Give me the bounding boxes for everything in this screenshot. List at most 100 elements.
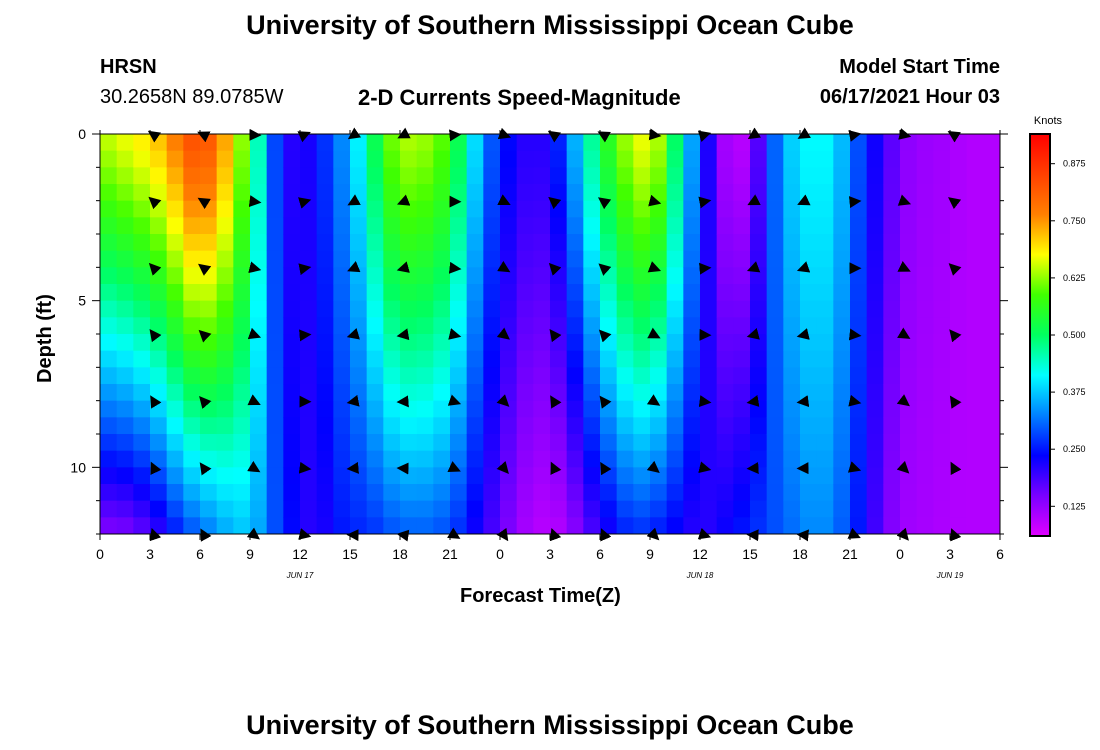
heatmap-cell [183,400,201,418]
heatmap-cell [450,167,468,185]
heatmap-cell [383,167,401,185]
heatmap-cell [716,384,734,402]
heatmap-cell [666,284,684,302]
heatmap-cell [783,384,801,402]
heatmap-cell [416,334,434,352]
heatmap-cell [533,517,551,535]
velocity-arrow [647,327,661,339]
velocity-arrow [150,461,162,476]
heatmap-cell [783,500,801,518]
heatmap-cell [866,200,884,218]
heatmap-cell [166,467,184,485]
heatmap-cell [966,134,984,152]
x-tick-label: 9 [246,546,254,562]
heatmap-cell [500,417,518,435]
heatmap-cell [650,450,668,468]
heatmap-cell [966,384,984,402]
heatmap-cell [816,434,834,452]
heatmap-cell [516,417,534,435]
heatmap-cell [566,234,584,252]
heatmap-cell [200,467,218,485]
heatmap-cell [583,267,601,285]
heatmap-cell [400,184,418,202]
heatmap-cell [766,467,784,485]
heatmap-cell [916,334,934,352]
heatmap-cell [100,334,118,352]
heatmap-cell [300,517,318,535]
heatmap-cell [116,517,134,535]
heatmap-cell [616,500,634,518]
y-tick-label: 5 [78,293,86,309]
heatmap-cell [900,167,918,185]
heatmap-cell [800,217,818,235]
heatmap-cell [166,400,184,418]
heatmap-cell [966,250,984,268]
heatmap-cell [666,467,684,485]
heatmap-cell [133,267,151,285]
heatmap-cell [583,400,601,418]
heatmap-cell [700,400,718,418]
heatmap-cell [683,467,701,485]
heatmap-cell [133,317,151,335]
heatmap-cell [416,500,434,518]
heatmap-cell [500,317,518,335]
heatmap-cell [883,184,901,202]
heatmap-cell [833,517,851,535]
heatmap-cell [716,234,734,252]
x-tick-label: 6 [996,546,1004,562]
heatmap-cell [583,450,601,468]
heatmap-cell [600,167,618,185]
heatmap-cell [650,484,668,502]
heatmap-cell [166,434,184,452]
heatmap-cell [300,217,318,235]
heatmap-cell [900,284,918,302]
heatmap-cell [116,267,134,285]
heatmap-cell [750,250,768,268]
heatmap-cell [383,500,401,518]
heatmap-cell [783,467,801,485]
heatmap-cell [150,434,168,452]
heatmap-cell [933,400,951,418]
heatmap-cell [716,284,734,302]
heatmap-cell [583,434,601,452]
heatmap-cell [366,284,384,302]
heatmap-cell [166,150,184,168]
heatmap-cell [983,350,1001,368]
heatmap-cell [133,250,151,268]
heatmap-cell [966,434,984,452]
heatmap-cell [766,234,784,252]
heatmap-cell [783,300,801,318]
heatmap-cell [366,217,384,235]
heatmap-cell [950,167,968,185]
heatmap-cell [100,217,118,235]
heatmap-cell [883,234,901,252]
heatmap-cell [250,517,268,535]
heatmap-cell [816,234,834,252]
heatmap-cell [233,150,251,168]
heatmap-cell [683,500,701,518]
heatmap-cell [300,434,318,452]
heatmap-cell [433,234,451,252]
heatmap-cell [150,267,168,285]
heatmap-cell [266,267,284,285]
heatmap-cell [733,250,751,268]
heatmap-cell [866,450,884,468]
heatmap-cell [583,334,601,352]
heatmap-cell [183,317,201,335]
heatmap-cell [850,250,868,268]
station-coords: 30.2658N 89.0785W [100,86,284,108]
heatmap-cell [216,300,234,318]
heatmap-cell [516,334,534,352]
heatmap-cell [566,417,584,435]
x-tick-label: 12 [292,546,308,562]
heatmap-cell [466,350,484,368]
x-tick-label: 15 [742,546,758,562]
heatmap-cell [283,200,301,218]
heatmap-cell [416,150,434,168]
heatmap-cell [716,367,734,385]
heatmap-cell [133,334,151,352]
heatmap-cell [216,267,234,285]
heatmap-cell [900,267,918,285]
heatmap-cell [866,250,884,268]
heatmap-cell [550,200,568,218]
